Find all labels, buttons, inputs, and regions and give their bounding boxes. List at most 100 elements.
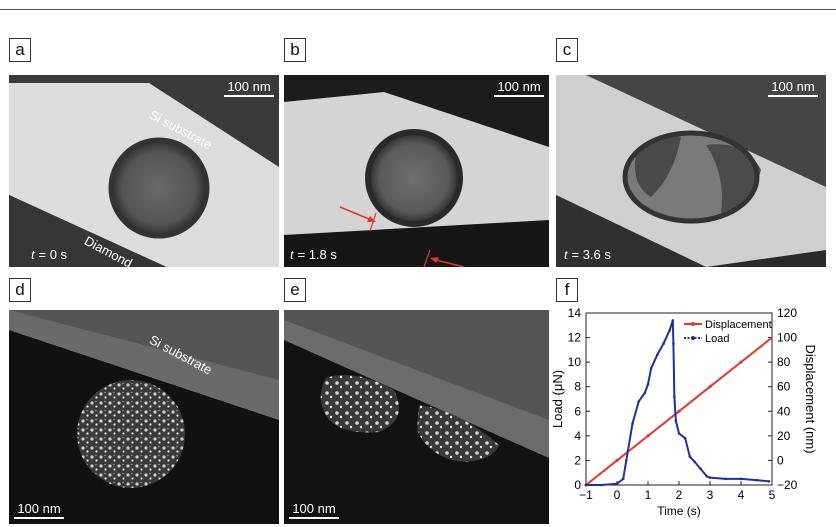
strain-arrow-left: [339, 206, 375, 222]
load-point-21: [699, 467, 702, 471]
y-left-tick-label-7: 14: [568, 306, 582, 320]
x-axis-label: Time (s): [657, 504, 701, 518]
panel-label-c: c: [556, 38, 578, 62]
y-right-tick-label-1: 0: [777, 453, 784, 467]
time-stamp-c: t = 3.6 s: [564, 247, 611, 264]
scale-bar-a-label: 100 nm: [227, 79, 271, 94]
load-displacement-chart: −1 0 1 2 3 4 502468101214−20020406080100120Tim…: [550, 306, 818, 518]
legend-label-displacement: Displacement: [705, 319, 772, 331]
scale-bar-c: 100 nm: [768, 80, 818, 97]
micrograph-panel-c: 100 nm t = 3.6 s: [556, 75, 826, 267]
micrograph-b-image: [284, 75, 549, 267]
load-point-20: [693, 460, 696, 463]
y-left-tick-label-2: 4: [574, 429, 581, 443]
scale-bar-e-line: [289, 517, 339, 519]
strain-arrow-right: [431, 258, 465, 267]
x-tick-label-6: 5: [769, 488, 776, 502]
micrograph-panel-d: Si substrate 100 nm: [9, 310, 279, 524]
y-right-tick-label-6: 100: [777, 331, 797, 345]
load-point-22: [705, 475, 709, 478]
x-tick-label-5: 4: [738, 488, 745, 502]
y-right-tick-label-3: 40: [777, 404, 791, 418]
load-point-17: [677, 432, 681, 435]
legend-marker-displacement: [691, 322, 695, 326]
y-right-tick-label-5: 80: [777, 355, 791, 369]
time-value-c: = 3.6 s: [567, 247, 611, 262]
y-right-tick-label-0: −20: [777, 478, 798, 492]
legend-label-load: Load: [705, 333, 729, 345]
scale-bar-d: 100 nm: [14, 502, 64, 519]
displacement-point-4: [708, 385, 712, 389]
load-point-7: [643, 391, 647, 395]
load-point-23: [708, 476, 712, 479]
load-point-19: [688, 455, 692, 459]
legend-marker-load: [691, 336, 695, 340]
y-left-tick-label-5: 10: [568, 355, 582, 369]
x-tick-label-1: 0: [614, 488, 621, 502]
time-symbol-b: t: [290, 248, 294, 263]
y-right-tick-label-4: 60: [777, 380, 791, 394]
load-point-13: [671, 319, 675, 322]
x-tick-label-4: 3: [707, 488, 714, 502]
load-point-6: [637, 400, 640, 403]
load-point-11: [662, 342, 665, 346]
load-point-4: [625, 459, 628, 462]
time-value-a: = 0 s: [34, 247, 68, 262]
scale-bar-b-line: [494, 95, 544, 97]
micrograph-c-image: [556, 75, 826, 267]
panel-label-b: b: [284, 38, 306, 62]
load-point-0: [584, 483, 588, 487]
scale-bar-b-label: 100 nm: [497, 79, 541, 94]
y-left-tick-label-3: 6: [574, 404, 581, 418]
y-right-tick-label-7: 120: [777, 306, 797, 320]
micrograph-panel-a: 100 nm Si substrate Diamond t = 0 s: [9, 75, 279, 267]
y-left-axis-label: Load (μN): [550, 370, 565, 428]
load-point-12: [668, 328, 671, 332]
micrograph-e-image: [284, 310, 549, 524]
load-point-27: [767, 480, 771, 483]
x-tick-label-0: −1: [579, 488, 593, 502]
displacement-point-1: [615, 458, 619, 463]
load-point-24: [724, 477, 727, 481]
displacement-point-5: [739, 360, 743, 364]
panel-label-e: e: [284, 278, 306, 302]
load-point-26: [755, 478, 758, 482]
y-left-tick-label-1: 2: [574, 453, 581, 467]
micrograph-panel-b: 100 nm t = 1.8 s: [284, 75, 549, 267]
load-point-1: [600, 483, 603, 487]
scale-bar-e-label: 100 nm: [292, 501, 336, 516]
load-point-10: [656, 353, 659, 357]
displacement-point-3: [677, 409, 681, 413]
time-stamp-a: t = 0 s: [31, 247, 67, 264]
scale-bar-c-label: 100 nm: [771, 79, 815, 94]
scale-bar-b: 100 nm: [494, 80, 544, 97]
micrograph-panel-e: 100 nm: [284, 310, 549, 524]
scale-bar-a: 100 nm: [224, 80, 274, 97]
panel-label-d: d: [9, 278, 31, 302]
load-point-18: [683, 437, 687, 440]
time-symbol-a: t: [31, 248, 35, 263]
scale-bar-d-line: [14, 517, 64, 519]
micrograph-a-image: [9, 75, 279, 267]
scale-bar-a-line: [224, 95, 274, 97]
y-left-tick-label-6: 12: [568, 331, 582, 345]
y-left-tick-label-4: 8: [574, 380, 581, 394]
y-right-axis-label: Displacement (nm): [803, 344, 818, 453]
load-point-2: [615, 482, 619, 486]
series-load-line: [586, 319, 769, 486]
time-stamp-b: t = 1.8 s: [290, 247, 337, 264]
scale-bar-c-line: [768, 95, 818, 97]
panel-label-a: a: [9, 38, 31, 62]
time-symbol-c: t: [564, 248, 568, 263]
y-right-tick-label-2: 20: [777, 429, 791, 443]
load-point-14: [672, 342, 675, 346]
load-point-15: [673, 395, 676, 398]
load-point-16: [674, 419, 678, 423]
time-value-b: = 1.8 s: [293, 247, 337, 262]
figure-top-rule: [0, 9, 836, 10]
load-point-3: [621, 477, 625, 481]
load-point-25: [739, 477, 743, 481]
x-tick-label-3: 2: [676, 488, 683, 502]
micrograph-d-image: [9, 310, 279, 524]
panel-label-f: f: [556, 278, 578, 302]
